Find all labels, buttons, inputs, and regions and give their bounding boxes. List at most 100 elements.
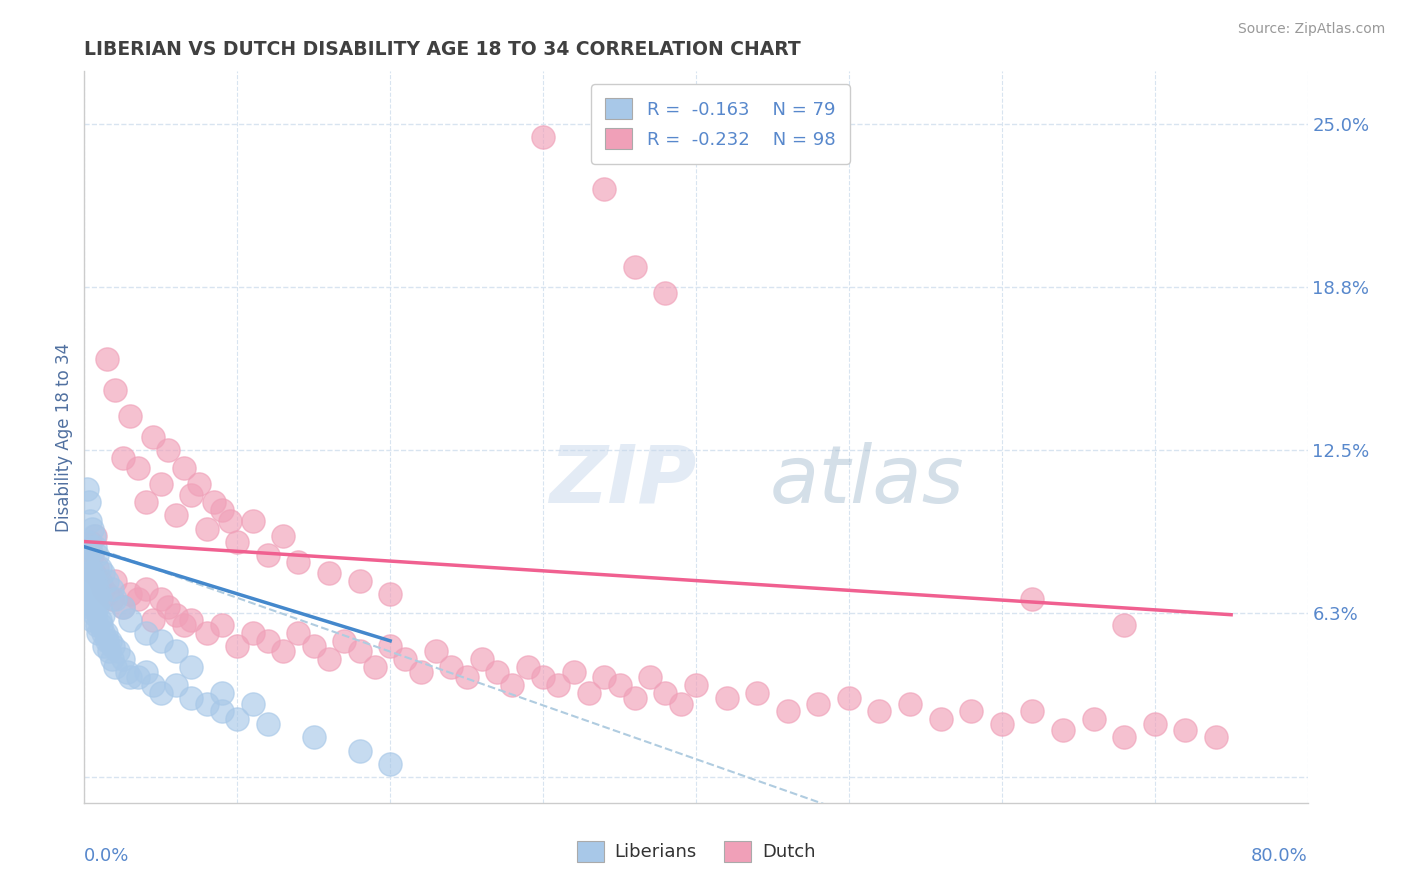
Point xyxy=(578,686,600,700)
Point xyxy=(226,639,249,653)
Point xyxy=(157,599,180,614)
Point xyxy=(127,461,149,475)
Point xyxy=(380,756,402,771)
Point xyxy=(257,633,280,648)
Point xyxy=(929,712,952,726)
Point xyxy=(593,182,616,196)
Point xyxy=(669,697,692,711)
Point xyxy=(149,592,172,607)
Point xyxy=(202,495,225,509)
Point xyxy=(302,731,325,745)
Point xyxy=(97,644,120,658)
Point xyxy=(77,582,100,596)
Point xyxy=(776,705,799,719)
Point xyxy=(149,633,172,648)
Point xyxy=(747,686,769,700)
Point xyxy=(120,670,142,684)
Point xyxy=(77,556,100,570)
Point xyxy=(115,665,138,680)
Point xyxy=(654,286,676,301)
Point xyxy=(87,587,110,601)
Point xyxy=(380,639,402,653)
Point xyxy=(211,618,233,632)
Point xyxy=(869,705,891,719)
Point xyxy=(149,477,172,491)
Point xyxy=(91,566,114,580)
Y-axis label: Disability Age 18 to 34: Disability Age 18 to 34 xyxy=(55,343,73,532)
Point xyxy=(79,534,101,549)
Point xyxy=(226,712,249,726)
Point xyxy=(165,678,187,692)
Point xyxy=(242,626,264,640)
Point xyxy=(226,534,249,549)
Point xyxy=(287,556,309,570)
Point xyxy=(104,383,127,397)
Point xyxy=(1083,712,1105,726)
Point xyxy=(89,560,111,574)
Point xyxy=(609,678,631,692)
Point xyxy=(838,691,860,706)
Point xyxy=(104,660,127,674)
Point xyxy=(77,548,100,562)
Point xyxy=(180,613,202,627)
Point xyxy=(84,592,107,607)
Point xyxy=(456,670,478,684)
Point xyxy=(120,409,142,424)
Point xyxy=(96,587,118,601)
Point xyxy=(898,697,921,711)
Point xyxy=(83,599,105,614)
Point xyxy=(80,548,103,562)
Point xyxy=(91,607,114,622)
Point xyxy=(98,633,121,648)
Point xyxy=(180,487,202,501)
Point xyxy=(333,633,356,648)
Point xyxy=(318,652,340,666)
Point xyxy=(218,514,240,528)
Point xyxy=(77,587,100,601)
Point xyxy=(120,613,142,627)
Point xyxy=(531,670,554,684)
Point xyxy=(111,450,134,465)
Point xyxy=(101,582,124,596)
Point xyxy=(195,521,218,535)
Point xyxy=(195,626,218,640)
Point xyxy=(516,660,538,674)
Point xyxy=(991,717,1014,731)
Text: LIBERIAN VS DUTCH DISABILITY AGE 18 TO 34 CORRELATION CHART: LIBERIAN VS DUTCH DISABILITY AGE 18 TO 3… xyxy=(84,39,801,59)
Point xyxy=(173,618,195,632)
Point xyxy=(89,613,111,627)
Point xyxy=(79,540,101,554)
Point xyxy=(257,548,280,562)
Point xyxy=(84,540,107,554)
Point xyxy=(165,607,187,622)
Point xyxy=(91,582,114,596)
Point xyxy=(302,639,325,653)
Point xyxy=(107,644,129,658)
Point xyxy=(103,639,125,653)
Point xyxy=(1021,705,1043,719)
Point xyxy=(593,670,616,684)
Point xyxy=(562,665,585,680)
Point xyxy=(90,618,112,632)
Point xyxy=(394,652,416,666)
Point xyxy=(135,582,157,596)
Point xyxy=(127,592,149,607)
Point xyxy=(1114,731,1136,745)
Point xyxy=(104,592,127,607)
Point xyxy=(127,670,149,684)
Point xyxy=(486,665,509,680)
Point xyxy=(425,644,447,658)
Point xyxy=(364,660,387,674)
Point xyxy=(271,644,294,658)
Point xyxy=(149,686,172,700)
Point xyxy=(624,691,647,706)
Point xyxy=(111,599,134,614)
Point xyxy=(242,697,264,711)
Point xyxy=(547,678,569,692)
Point xyxy=(211,503,233,517)
Point xyxy=(135,665,157,680)
Point xyxy=(531,129,554,144)
Point xyxy=(318,566,340,580)
Point xyxy=(440,660,463,674)
Point xyxy=(86,560,108,574)
